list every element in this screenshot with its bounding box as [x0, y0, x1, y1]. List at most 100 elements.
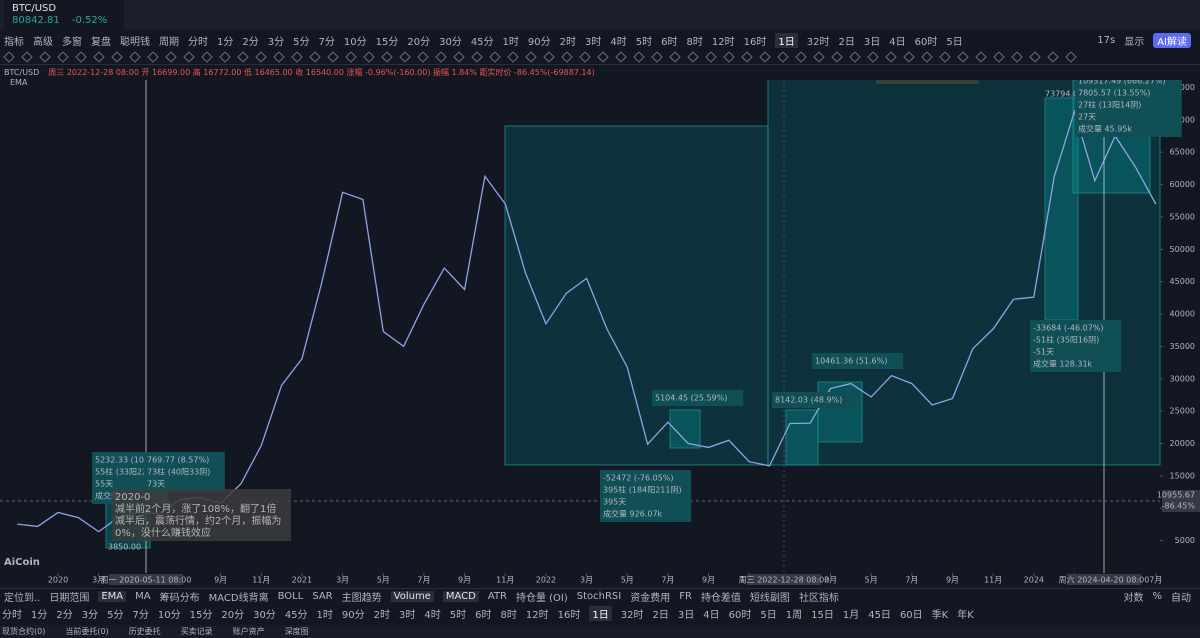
bottom-tab[interactable]: 当前委托(0): [65, 627, 109, 636]
draw-tool-icon[interactable]: [363, 50, 375, 63]
draw-tool-icon[interactable]: [651, 50, 663, 63]
draw-tool-icon[interactable]: [471, 50, 483, 63]
scale-button[interactable]: 自动: [1171, 593, 1191, 604]
tool-button[interactable]: 聪明钱: [120, 36, 150, 48]
period-button[interactable]: 15日: [811, 609, 834, 621]
draw-tool-icon[interactable]: [129, 50, 141, 63]
draw-tool-icon[interactable]: [75, 50, 87, 63]
range-button[interactable]: 定位到..: [4, 593, 41, 604]
period-button[interactable]: 60时: [728, 609, 752, 621]
indicator-button[interactable]: StochRSI: [576, 591, 622, 602]
period-button[interactable]: 分时: [188, 36, 208, 48]
toolbar-right[interactable]: 17s: [1097, 34, 1116, 46]
period-button[interactable]: 4日: [889, 36, 906, 48]
period-button[interactable]: 3分: [267, 36, 285, 48]
tool-button[interactable]: 指标: [4, 36, 24, 48]
draw-tool-icon[interactable]: [921, 50, 933, 63]
bottom-tab[interactable]: 历史委托: [128, 627, 161, 636]
period-button[interactable]: 45日: [868, 609, 891, 621]
indicator-button[interactable]: 筹码分布: [159, 593, 200, 604]
indicator-button[interactable]: SAR: [312, 591, 333, 602]
draw-tool-icon[interactable]: [831, 50, 843, 63]
period-button[interactable]: 3分: [81, 609, 99, 621]
period-button[interactable]: 10分: [343, 36, 367, 48]
period-button[interactable]: 5日: [946, 36, 963, 48]
draw-tool-icon[interactable]: [615, 50, 627, 63]
period-button[interactable]: 1日: [775, 32, 798, 48]
period-button[interactable]: 90分: [527, 36, 551, 48]
indicator-button[interactable]: Volume: [390, 591, 434, 602]
indicator-button[interactable]: ATR: [487, 591, 507, 602]
draw-tool-icon[interactable]: [597, 50, 609, 63]
draw-tool-icon[interactable]: [993, 50, 1005, 63]
draw-tool-icon[interactable]: [417, 50, 429, 63]
scale-button[interactable]: %: [1152, 591, 1162, 602]
toolbar-right[interactable]: AI解读: [1153, 32, 1191, 48]
period-button[interactable]: 4日: [703, 609, 720, 621]
period-button[interactable]: 1月: [842, 609, 860, 621]
draw-tool-icon[interactable]: [723, 50, 735, 63]
draw-tool-icon[interactable]: [147, 50, 159, 63]
period-button[interactable]: 90分: [341, 609, 365, 621]
period-button[interactable]: 3日: [863, 36, 881, 48]
draw-tool-icon[interactable]: [939, 50, 951, 63]
draw-tool-icon[interactable]: [111, 50, 123, 63]
indicator-button[interactable]: 持仓量 (OI): [515, 593, 568, 604]
period-button[interactable]: 2时: [559, 36, 577, 48]
indicator-button[interactable]: MACD: [442, 591, 479, 602]
period-button[interactable]: 60日: [899, 609, 923, 621]
period-button[interactable]: 15分: [189, 609, 213, 621]
indicator-button[interactable]: MACD线背离: [208, 593, 269, 604]
period-button[interactable]: 5分: [293, 36, 310, 48]
draw-tool-icon[interactable]: [1011, 50, 1023, 63]
indicator-button[interactable]: 短线副图: [749, 593, 790, 604]
draw-tool-icon[interactable]: [885, 50, 897, 63]
bottom-tab[interactable]: 深度图: [284, 627, 309, 636]
period-button[interactable]: 10分: [157, 609, 181, 621]
period-button[interactable]: 3时: [399, 609, 416, 621]
draw-tool-icon[interactable]: [633, 50, 645, 63]
draw-tool-icon[interactable]: [759, 50, 771, 63]
draw-tool-icon[interactable]: [309, 50, 321, 63]
period-button[interactable]: 60时: [914, 36, 938, 48]
draw-tool-icon[interactable]: [813, 50, 825, 63]
draw-tool-icon[interactable]: [741, 50, 753, 63]
draw-tool-icon[interactable]: [957, 50, 969, 63]
scale-button[interactable]: 对数: [1123, 593, 1144, 604]
period-button[interactable]: 45分: [284, 609, 308, 621]
indicator-button[interactable]: 主图趋势: [341, 593, 382, 604]
indicator-button[interactable]: FR: [679, 591, 692, 602]
period-button[interactable]: 1分: [31, 609, 48, 621]
period-button[interactable]: 1时: [316, 609, 333, 621]
period-button[interactable]: 20分: [407, 36, 431, 48]
period-button[interactable]: 12时: [711, 36, 735, 48]
draw-tool-icon[interactable]: [687, 50, 699, 63]
period-button[interactable]: 7分: [318, 36, 335, 48]
draw-tool-icon[interactable]: [975, 50, 987, 63]
draw-tool-icon[interactable]: [39, 50, 51, 63]
period-button[interactable]: 5日: [760, 609, 777, 621]
period-button[interactable]: 30分: [253, 609, 276, 621]
period-button[interactable]: 3日: [677, 609, 695, 621]
indicator-button[interactable]: 社区指标: [798, 593, 839, 604]
period-button[interactable]: 2时: [373, 609, 391, 621]
tool-button[interactable]: 高级: [33, 36, 53, 48]
draw-tool-icon[interactable]: [579, 50, 591, 63]
period-button[interactable]: 30分: [439, 36, 462, 48]
draw-tool-icon[interactable]: [561, 50, 573, 63]
period-button[interactable]: 5分: [107, 609, 124, 621]
draw-tool-icon[interactable]: [381, 50, 393, 63]
period-button[interactable]: 12时: [525, 609, 549, 621]
toolbar-right[interactable]: 显示: [1124, 36, 1145, 48]
bottom-tab[interactable]: 买卖记录: [180, 627, 213, 636]
draw-tool-icon[interactable]: [1029, 50, 1041, 63]
period-button[interactable]: 季K: [931, 609, 949, 621]
period-button[interactable]: 32时: [806, 36, 830, 48]
draw-tool-icon[interactable]: [273, 50, 285, 63]
range-button[interactable]: 日期范围: [49, 593, 90, 604]
indicator-button[interactable]: EMA: [98, 591, 127, 602]
draw-tool-icon[interactable]: [435, 50, 447, 63]
period-button[interactable]: 年K: [957, 609, 974, 621]
draw-tool-icon[interactable]: [327, 50, 339, 63]
draw-tool-icon[interactable]: [777, 50, 789, 63]
